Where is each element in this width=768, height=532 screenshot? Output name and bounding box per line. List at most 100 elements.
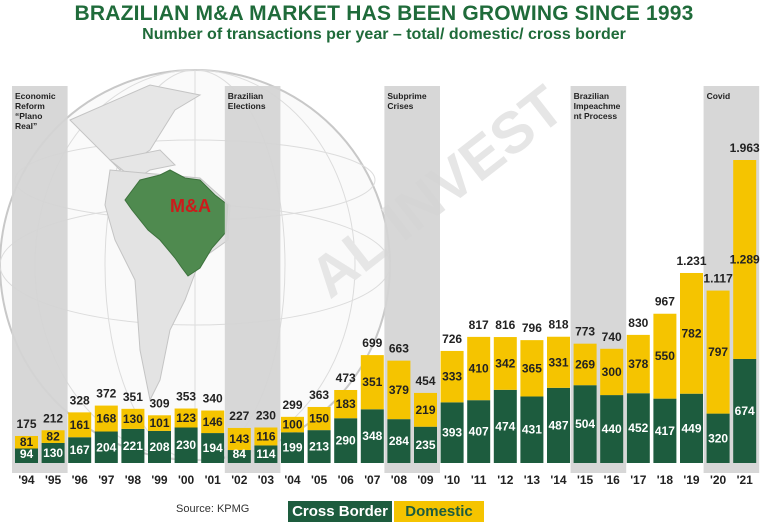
label-cross-border: 94 [20, 447, 34, 461]
bar-domestic [547, 336, 570, 388]
label-domestic: 410 [469, 362, 489, 376]
label-cross-border: 235 [415, 438, 435, 452]
bar-domestic [334, 389, 358, 419]
label-cross-border: 208 [149, 440, 169, 454]
label-total: 309 [149, 396, 169, 410]
label-domestic: 219 [415, 403, 435, 417]
label-total: 816 [495, 318, 515, 332]
label-total: 1.963 [730, 141, 760, 155]
bar-domestic [360, 355, 384, 410]
event-band-label: Subprime Crises [387, 91, 426, 111]
label-cross-border: 674 [735, 404, 755, 418]
bar-cross-border [201, 433, 225, 463]
bar-cross-border [440, 402, 464, 463]
event-band [12, 86, 68, 473]
label-cross-border: 130 [43, 446, 63, 460]
label-total: 1.231 [676, 254, 706, 268]
bar-cross-border [493, 389, 517, 463]
label-domestic: 143 [229, 432, 249, 446]
bar-cross-border [414, 426, 437, 463]
bar-domestic [387, 360, 411, 420]
label-total: 967 [655, 295, 675, 309]
label-total: 663 [389, 342, 409, 356]
bar-cross-border [547, 387, 570, 463]
bar-domestic [94, 405, 118, 432]
bar-domestic [467, 336, 491, 401]
bar-domestic [307, 406, 331, 431]
label-domestic: 378 [628, 357, 648, 371]
x-tick-label: '95 [45, 473, 62, 487]
label-cross-border: 284 [389, 434, 409, 448]
bar-cross-border [281, 432, 304, 463]
label-total: 796 [522, 321, 542, 335]
label-domestic: 101 [149, 416, 169, 430]
bar-domestic [626, 334, 650, 394]
label-total: 227 [229, 409, 249, 423]
label-cross-border: 221 [123, 439, 143, 453]
label-cross-border: 393 [442, 426, 462, 440]
label-total: 175 [16, 417, 36, 431]
label-domestic: 342 [495, 356, 515, 370]
x-tick-label: '17 [630, 473, 647, 487]
bar-cross-border [467, 400, 491, 463]
label-cross-border: 320 [708, 431, 728, 445]
bar-cross-border [520, 396, 544, 463]
label-total: 454 [415, 374, 435, 388]
label-cross-border: 452 [628, 421, 648, 435]
bar-domestic [201, 410, 225, 434]
label-domestic: 351 [362, 375, 382, 389]
label-total: 363 [309, 388, 329, 402]
label-cross-border: 194 [203, 441, 223, 455]
x-tick-label: '13 [524, 473, 541, 487]
label-domestic: 150 [309, 412, 329, 426]
label-domestic: 379 [389, 383, 409, 397]
label-domestic: 550 [655, 349, 675, 363]
globe-map-image: M&A [0, 69, 391, 461]
label-cross-border: 407 [469, 425, 489, 439]
legend-domestic: Domestic [394, 501, 484, 522]
label-total: 773 [575, 325, 595, 339]
x-tick-label: '01 [205, 473, 222, 487]
bar-domestic [706, 290, 730, 414]
bar-cross-border [733, 358, 757, 463]
label-total: 740 [602, 330, 622, 344]
label-domestic: 161 [70, 418, 90, 432]
label-cross-border: 504 [575, 417, 595, 431]
bar-domestic [414, 392, 437, 427]
event-band [224, 86, 281, 473]
x-tick-label: '12 [497, 473, 514, 487]
label-total: 818 [548, 318, 568, 332]
x-tick-label: '07 [364, 473, 381, 487]
label-domestic: 100 [282, 418, 302, 432]
label-total: 699 [362, 336, 382, 350]
x-tick-label: '11 [471, 473, 487, 487]
label-cross-border: 474 [495, 419, 515, 433]
label-cross-border: 204 [96, 440, 116, 454]
label-total: 340 [203, 392, 223, 406]
x-tick-label: '94 [18, 473, 35, 487]
x-tick-label: '10 [444, 473, 461, 487]
bar-cross-border [68, 437, 92, 463]
x-tick-label: '21 [737, 473, 754, 487]
bar-cross-border [307, 430, 331, 463]
bar-domestic [520, 340, 544, 397]
bar-domestic [281, 416, 304, 433]
label-total: 1.117 [703, 272, 733, 286]
bar-cross-border [174, 427, 198, 463]
label-domestic: 168 [96, 412, 116, 426]
bar-domestic [440, 350, 464, 403]
label-cross-border: 290 [336, 434, 356, 448]
chart-subtitle: Number of transactions per year – total/… [142, 26, 626, 43]
bar-cross-border [254, 445, 278, 463]
bar-domestic [41, 430, 65, 443]
label-total: 328 [70, 393, 90, 407]
legend-cross-border: Cross Border [288, 501, 392, 522]
label-total: 351 [123, 390, 143, 404]
bar-domestic [573, 343, 597, 386]
x-tick-label: '96 [72, 473, 89, 487]
chart-title: BRAZILIAN M&A MARKET HAS BEEN GROWING SI… [74, 2, 694, 25]
label-domestic: 1.289 [730, 252, 760, 266]
label-cross-border: 487 [548, 418, 568, 432]
label-cross-border: 348 [362, 429, 382, 443]
x-tick-label: '99 [151, 473, 168, 487]
